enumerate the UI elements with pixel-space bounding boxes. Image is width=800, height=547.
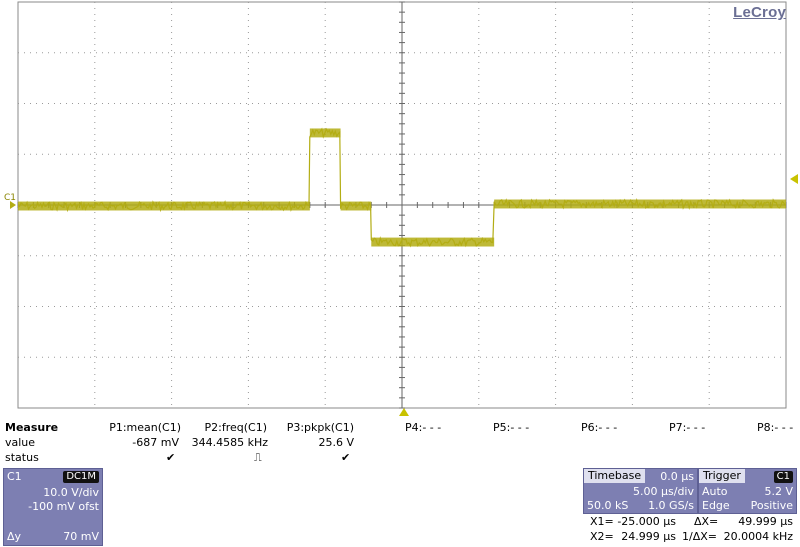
x1-value: -25.000 µs xyxy=(617,515,676,528)
p2-status-pulse-icon: ⎍ xyxy=(254,451,262,464)
coupling-badge: DC1M xyxy=(63,471,99,483)
sample-count: 50.0 kS xyxy=(587,499,629,512)
trigger-source-badge: C1 xyxy=(773,471,793,483)
p1-name[interactable]: P1:mean(C1) xyxy=(109,421,181,434)
trigger-level-marker-icon[interactable] xyxy=(790,174,798,184)
inv-dx-label: 1/ΔX= xyxy=(682,530,717,543)
dx-value: 49.999 µs xyxy=(738,515,793,528)
waveform-display: LeCroy C1 xyxy=(4,1,798,416)
trace-segment-1 xyxy=(18,201,310,211)
p1-status-check-icon: ✔ xyxy=(166,451,176,464)
inv-dx-value: 20.0004 kHz xyxy=(723,530,793,543)
timebase-panel[interactable]: Timebase 0.0 µs 5.00 µs/div 50.0 kS 1.0 … xyxy=(583,468,698,514)
x2-value: 24.999 µs xyxy=(621,530,676,543)
value-row-label: value xyxy=(5,436,36,449)
p1-value: -687 mV xyxy=(132,436,179,449)
volts-per-div: 10.0 V/div xyxy=(43,486,99,499)
trigger-time-marker-icon[interactable] xyxy=(399,408,409,416)
trigger-title: Trigger xyxy=(699,469,745,483)
x2-label: X2= xyxy=(590,530,614,543)
trace-path xyxy=(17,127,786,248)
status-row-label: status xyxy=(5,451,39,464)
p3-status-check-icon: ✔ xyxy=(341,451,351,464)
channel-1-descriptor[interactable]: C1 DC1M 10.0 V/div -100 mV ofst Δy 70 mV xyxy=(3,468,103,546)
trace-segment-4 xyxy=(371,237,495,247)
p6-name[interactable]: P6:- - - xyxy=(581,421,618,434)
trigger-panel[interactable]: Trigger C1 Auto 5.2 V Edge Positive xyxy=(698,468,797,514)
channel-offset-marker-icon xyxy=(10,201,16,209)
p2-value: 344.4585 kHz xyxy=(191,436,268,449)
p5-name[interactable]: P5:- - - xyxy=(493,421,530,434)
channel-name: C1 xyxy=(7,470,22,483)
channel-marker-label: C1 xyxy=(4,193,17,203)
time-per-div: 5.00 µs/div xyxy=(633,485,694,498)
channel-1-trace xyxy=(10,127,786,248)
p3-value: 25.6 V xyxy=(318,436,354,449)
trigger-level: 5.2 V xyxy=(764,485,793,498)
measure-title: Measure xyxy=(5,421,59,434)
p7-name[interactable]: P7:- - - xyxy=(669,421,706,434)
x1-label: X1= xyxy=(590,515,614,528)
dx-label: ΔX= xyxy=(694,515,719,528)
timebase-delay: 0.0 µs xyxy=(660,470,694,483)
trigger-mode: Auto xyxy=(702,485,728,498)
sample-rate: 1.0 GS/s xyxy=(648,499,694,512)
delta-y-label: Δy xyxy=(7,530,22,543)
p2-name[interactable]: P2:freq(C1) xyxy=(204,421,267,434)
timebase-title: Timebase xyxy=(584,469,646,483)
delta-y-value: 70 mV xyxy=(63,530,99,543)
p4-name[interactable]: P4:- - - xyxy=(405,421,442,434)
lecroy-logo: LeCroy xyxy=(733,4,786,21)
offset: -100 mV ofst xyxy=(28,500,99,513)
p8-name[interactable]: P8:- - - xyxy=(757,421,794,434)
trigger-slope: Positive xyxy=(750,499,793,512)
p3-name[interactable]: P3:pkpk(C1) xyxy=(286,421,354,434)
trigger-type: Edge xyxy=(702,499,730,512)
